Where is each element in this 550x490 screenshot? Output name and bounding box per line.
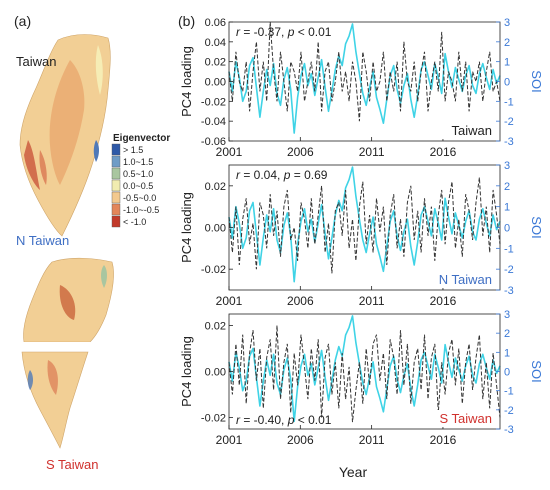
y-tick-label: -0.04: [201, 116, 226, 128]
legend-swatch: [111, 203, 121, 216]
x-tick-label: 2016: [430, 294, 457, 308]
region-label: Taiwan: [452, 123, 492, 138]
s-taiwan-map: [21, 351, 89, 449]
legend-label: -1.0~-0.5: [123, 205, 159, 215]
legend-label: 1.0~1.5: [123, 157, 153, 167]
x-tick-label: 2001: [216, 433, 243, 447]
soi-series-line: [228, 315, 501, 423]
y2-tick-label: -1: [504, 243, 514, 255]
plot-panel-3: 0.02 0.00 -0.02 3 2 1 0 -1 -2 -3 2001 2006 2011 2016 P…: [179, 309, 544, 447]
region-label: N Taiwan: [439, 272, 492, 287]
legend-label: < -1.0: [123, 217, 146, 227]
x-tick-label: 2006: [287, 294, 314, 308]
legend-label: > 1.5: [123, 145, 143, 155]
y2-tick-label: -3: [504, 424, 514, 436]
y-tick-label: -0.02: [201, 264, 226, 276]
y2-tick-label: -2: [504, 116, 514, 128]
x-axis-label: Year: [339, 464, 368, 480]
region-label-backdrop: [430, 271, 494, 288]
y2-tick-label: 1: [504, 57, 510, 69]
y2-tick-label: -3: [504, 136, 514, 148]
y2-tick-label: -3: [504, 285, 514, 297]
pc4-series-line: [228, 21, 501, 122]
y2-tick-label: 2: [504, 181, 510, 193]
y-tick-label: 0.00: [205, 223, 226, 235]
legend-swatch: [111, 167, 121, 180]
y2-tick-label: 0: [504, 367, 510, 379]
y2-tick-label: 2: [504, 37, 510, 49]
legend-label: 0.5~1.0: [123, 169, 153, 179]
x-tick-label: 2006: [287, 145, 314, 159]
panel-b-label: (b): [178, 13, 195, 29]
eigenvector-legend: Eigenvector > 1.5 1.0~1.5 0.5~1.0 0.0~0.5 -0…: [111, 133, 170, 228]
y-axis-label: PC4 loading: [179, 192, 194, 263]
y-tick-label: 0.06: [205, 17, 226, 29]
y-axis-label: PC4 loading: [179, 336, 194, 407]
y2-tick-label: -2: [504, 264, 514, 276]
y2-axis-label: SOI: [529, 360, 544, 382]
y2-tick-label: 0: [504, 77, 510, 89]
plot-panel-2: 0.02 0.00 -0.02 3 2 1 0 -1 -2 -3 2001 2006 2011 2016 P…: [179, 160, 544, 308]
x-tick-label: 2011: [359, 294, 385, 308]
map-label-n-taiwan: N Taiwan: [16, 233, 69, 248]
x-tick-label: 2001: [216, 294, 243, 308]
y2-tick-label: -1: [504, 96, 514, 108]
legend-label: 0.0~0.5: [123, 181, 153, 191]
x-tick-label: 2001: [216, 145, 243, 159]
legend-swatch: [111, 143, 121, 156]
soi-series-line: [228, 166, 501, 283]
y-tick-label: -0.02: [201, 413, 226, 425]
map-label-taiwan: Taiwan: [16, 54, 56, 69]
x-tick-label: 2016: [430, 433, 457, 447]
y-axis-label: PC4 loading: [179, 46, 194, 117]
x-tick-label: 2016: [430, 145, 457, 159]
y2-tick-label: 1: [504, 347, 510, 359]
soi-series-line: [228, 23, 501, 134]
x-tick-label: 2011: [359, 433, 385, 447]
legend-title: Eigenvector: [113, 133, 170, 144]
y-tick-label: 0.04: [205, 37, 226, 49]
pc4-series-line: [228, 325, 501, 423]
panel-a-label: (a): [14, 13, 31, 29]
plot-panel-1: 0.06 0.04 0.02 0.00 -0.02 -0.04 -0.06 3 2 1 0 -1 -2 -…: [179, 17, 544, 159]
y2-tick-label: 3: [504, 160, 510, 172]
n-taiwan-map: [23, 257, 114, 343]
region-label-backdrop: [430, 122, 494, 139]
map-label-s-taiwan: S Taiwan: [46, 457, 99, 472]
y2-axis-label: SOI: [529, 216, 544, 238]
x-tick-label: 2011: [359, 145, 385, 159]
taiwan-map: [19, 34, 111, 237]
y-tick-label: 0.02: [205, 321, 226, 333]
y-tick-label: 0.02: [205, 57, 226, 69]
legend-swatch: [111, 155, 121, 168]
y-tick-label: 0.00: [205, 77, 226, 89]
pc4-series-line: [228, 177, 501, 274]
y2-tick-label: -2: [504, 405, 514, 417]
legend-label: -0.5~0.0: [123, 193, 156, 203]
legend-swatch: [111, 215, 121, 228]
y2-tick-label: -1: [504, 386, 514, 398]
y2-axis-label: SOI: [529, 70, 544, 92]
y2-tick-label: 3: [504, 17, 510, 29]
correlation-annotation: r = -0.37, p < 0.01: [236, 25, 332, 39]
y-tick-label: -0.02: [201, 96, 226, 108]
correlation-annotation: r = 0.04, p = 0.69: [236, 168, 328, 182]
y-tick-label: 0.00: [205, 367, 226, 379]
legend-swatch: [111, 179, 121, 192]
y2-tick-label: 1: [504, 202, 510, 214]
x-tick-label: 2006: [287, 433, 314, 447]
y2-tick-label: 0: [504, 223, 510, 235]
correlation-annotation: r = -0.40, p < 0.01: [236, 413, 332, 427]
y-tick-label: 0.02: [205, 181, 226, 193]
legend-swatch: [111, 191, 121, 204]
region-label: S Taiwan: [439, 411, 492, 426]
y-tick-label: -0.06: [201, 136, 226, 148]
y2-tick-label: 2: [504, 328, 510, 340]
y2-tick-label: 3: [504, 309, 510, 321]
region-label-backdrop: [430, 410, 494, 427]
